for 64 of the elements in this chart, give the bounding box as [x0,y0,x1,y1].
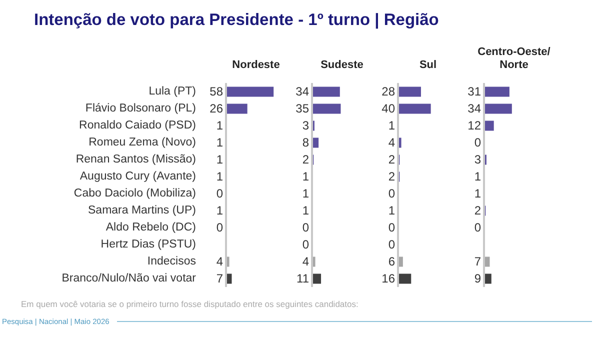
data-label: 34 [296,84,310,98]
y-tick-label: Romeu Zema (Novo) [88,136,196,148]
data-label: 31 [468,84,482,98]
data-label: 4 [216,254,224,268]
data-label: 34 [468,102,482,116]
data-label: 2 [388,152,396,166]
data-label: 3 [302,118,310,132]
data-label: 0 [302,238,310,252]
data-label: 1 [216,152,224,166]
data-label: 1 [216,170,224,184]
y-tick-label: Aldo Rebelo (DC) [106,222,196,234]
data-label: 2 [388,170,396,184]
y-tick-label: Augusto Cury (Avante) [80,170,196,182]
chart-title: Sudeste [320,59,364,72]
data-label: 0 [474,136,482,150]
data-label: 12 [468,118,482,132]
data-label: 16 [382,272,396,286]
chart-title: Centro-Oeste/ Norte [476,46,552,72]
chart-subtitle: Nordeste [231,59,281,72]
data-label: 26 [210,102,224,116]
data-label: 7 [474,254,482,268]
data-label: 1 [388,204,396,218]
data-label: 4 [302,254,310,268]
y-tick-label: Lula (PT) [148,86,196,98]
data-label: 6 [388,254,396,268]
data-label: 1 [302,186,310,200]
data-label: 0 [474,220,482,234]
data-label: 1 [216,118,224,132]
text: Em quem você votaria se o primeiro turno fosse disputado entre os seguintes candidatos: [21,299,358,309]
y-tick-label: Renan Santos (Missão) [76,154,196,166]
data-label: 1 [388,118,396,132]
data-label: 2 [474,204,482,218]
data-label: 9 [474,272,482,286]
data-label: 1 [302,204,310,218]
y-tick-label: Cabo Daciolo (Mobiliza) [74,188,196,200]
data-label: 28 [382,84,396,98]
chart-title: Intenção de voto para Presidente - 1º turno | Região [34,11,439,30]
data-label: 0 [216,220,224,234]
data-label: 35 [296,102,310,116]
data-label: 4 [388,136,396,150]
y-tick-label: Ronaldo Caiado (PSD) [79,120,196,132]
data-label: 58 [210,84,224,98]
data-label: 1 [216,204,224,218]
y-tick-label: Branco/Nulo/Não vai votar [62,272,196,284]
data-label: 8 [302,136,310,150]
data-label: 0 [388,238,396,252]
chart-title: Sul [418,59,438,72]
data-label: 0 [302,220,310,234]
data-label: 1 [474,170,482,184]
data-label: 1 [216,136,224,150]
y-tick-label: Samara Martins (UP) [88,204,196,216]
data-label: 7 [216,272,224,286]
data-label: 3 [474,152,482,166]
data-label: 11 [296,272,310,286]
y-tick-label: Flávio Bolsonaro (PL) [85,102,196,114]
y-tick-label: Hertz Dias (PSTU) [100,238,196,250]
y-tick-label: Indecisos [147,256,196,268]
data-label: 0 [388,220,396,234]
data-label: 2 [302,152,310,166]
data-label: 0 [216,186,224,200]
data-label: 40 [382,102,396,116]
data-label: 1 [302,170,310,184]
data-label: 1 [474,186,482,200]
data-label: 0 [388,186,396,200]
